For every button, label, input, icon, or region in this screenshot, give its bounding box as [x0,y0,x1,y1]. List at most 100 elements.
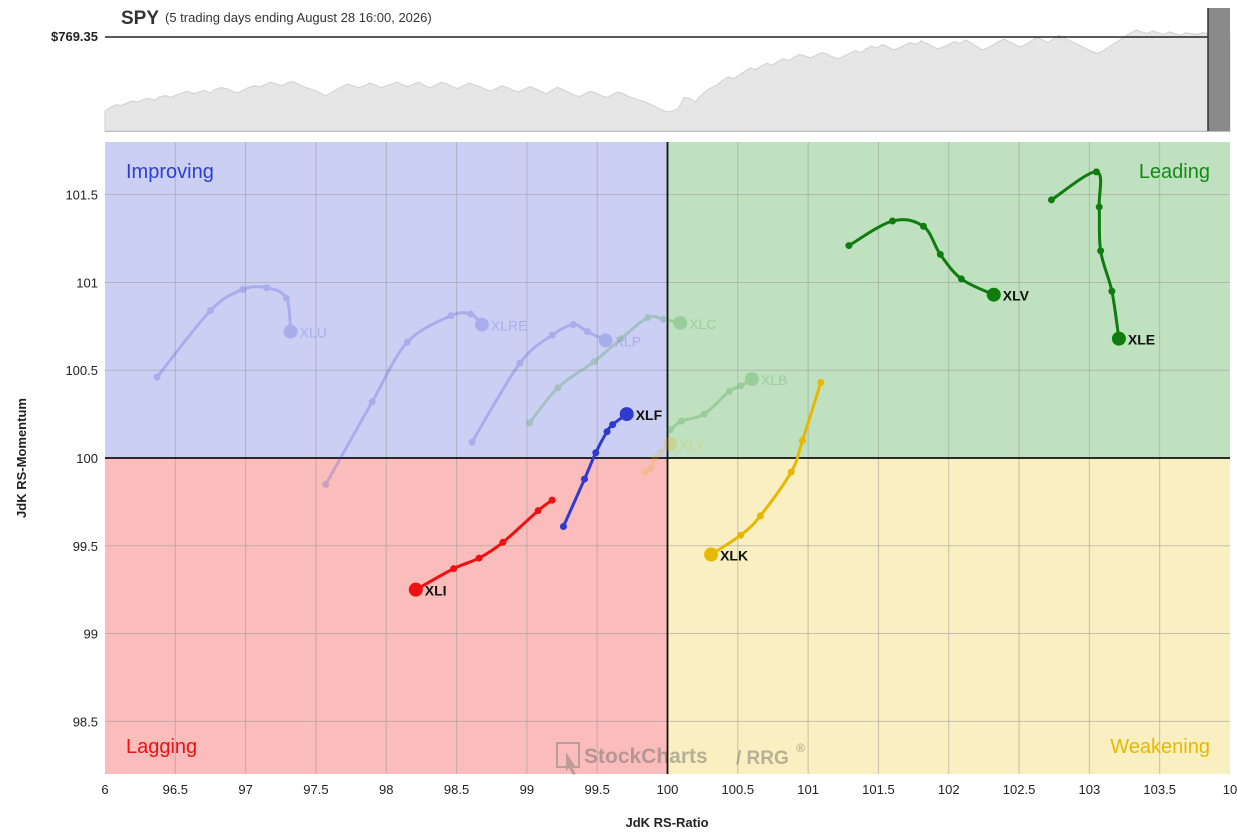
trail-point-xlk [817,379,825,387]
trail-point-xli [534,507,542,515]
trail-point-xlp [516,359,524,367]
y-tick-label: 100 [76,451,98,466]
x-tick-label: 103 [1079,782,1101,797]
rotation-trails: XLU XLRE XLP XLC XLB XLY XLF XLI XLK XLV XLE [153,168,1155,599]
trail-xle[interactable]: XLE [1047,168,1155,348]
y-tick-label: 101 [76,275,98,290]
trail-point-xlc [526,419,534,427]
x-tick-label: 10 [1223,782,1237,797]
trail-point-xle [1092,168,1100,176]
x-tick-label: 98 [379,782,393,797]
trail-xlp[interactable]: XLP [468,321,642,446]
trail-point-xlc [659,315,667,323]
trail-point-xlre [467,310,475,318]
trail-point-xlb [725,387,733,395]
trail-point-xlp [468,438,476,446]
quadrant-label-improving: Improving [126,161,214,183]
trail-label-xlu: XLU [300,325,327,341]
trail-point-xlb [666,426,674,434]
cursor-icon [566,752,577,775]
x-tick-label: 103.5 [1143,782,1176,797]
trail-point-xlc [617,335,625,343]
trail-label-xlf: XLF [636,407,663,423]
trail-label-xlc: XLC [689,316,716,332]
symbol-title: SPY [121,8,159,29]
trail-point-xlre [322,480,330,488]
trail-point-xlk [737,531,745,539]
trail-point-xlk [799,436,806,444]
trail-line-xly [643,442,672,474]
trail-point-xlk [787,468,795,476]
trail-point-xlf [609,421,617,429]
x-tick-label: 102 [938,782,960,797]
trail-point-xlk [756,512,764,520]
trail-label-xlk: XLK [720,548,748,564]
trail-xlre[interactable]: XLRE [322,310,527,488]
trail-point-xli [548,496,556,504]
trail-head-xlc[interactable] [673,315,688,330]
trail-label-xle: XLE [1128,332,1155,348]
price-panel: SPY (5 trading days ending August 28 16:… [51,0,1231,132]
x-tick-label: 100 [657,782,679,797]
x-tick-label: 100.5 [722,782,755,797]
watermark-registered: ® [796,741,805,755]
trail-point-xle [1095,203,1103,211]
trail-point-xlf [592,449,600,457]
x-tick-label: 97.5 [303,782,328,797]
trail-xlf[interactable]: XLF [559,407,663,530]
trail-xlv[interactable]: XLV [845,217,1030,304]
trail-xlu[interactable]: XLU [153,284,327,381]
trail-xlc[interactable]: XLC [526,314,716,427]
trail-head-xle[interactable] [1111,331,1126,346]
trail-head-xlv[interactable] [986,287,1001,302]
trail-point-xlf [603,428,611,436]
x-tick-label: 101 [797,782,819,797]
trail-head-xlre[interactable] [474,317,489,332]
trail-head-xlb[interactable] [744,372,759,386]
trail-point-xlu [206,307,214,315]
trail-point-xli [450,565,458,573]
trail-label-xlb: XLB [761,372,787,388]
period-subtitle: (5 trading days ending August 28 16:00, … [165,10,432,25]
trail-xlk[interactable]: XLK [704,379,825,564]
trail-point-xlv [936,250,944,258]
trail-head-xlf[interactable] [619,407,634,422]
watermark-product: / RRG [736,748,789,769]
trail-label-xli: XLI [425,583,447,599]
trail-point-xlp [583,328,591,336]
trail-point-xlb [700,410,708,418]
trail-head-xlu[interactable] [283,324,298,339]
trail-point-xli [475,554,483,562]
x-tick-label: 99.5 [585,782,610,797]
trail-point-xlp [569,321,577,329]
trail-xly[interactable]: XLY [641,436,706,476]
trail-head-xlk[interactable] [704,547,719,562]
trail-point-xlre [403,338,411,346]
trail-line-xlp [470,323,608,444]
price-label: $769.35 [51,29,98,44]
x-tick-label: 6 [101,782,108,797]
trail-point-xlu [282,294,290,302]
trail-head-xli[interactable] [408,582,423,597]
trail-point-xlre [368,398,376,406]
trail-xlb[interactable]: XLB [666,372,788,434]
trail-point-xle [1097,247,1105,255]
y-tick-label: 101.5 [65,188,98,203]
trail-point-xlu [239,285,247,293]
trail-head-xly[interactable] [663,436,678,451]
stockcharts-watermark: StockCharts / RRG ® [556,741,805,775]
y-tick-label: 98.5 [73,714,98,729]
x-tick-label: 96.5 [163,782,188,797]
watermark-brand: StockCharts [584,745,708,768]
trail-line-xlc [528,314,682,425]
trail-head-xlp[interactable] [598,333,613,348]
trail-point-xle [1047,196,1055,204]
trail-point-xlv [919,222,927,230]
trail-point-xlc [554,384,562,392]
trail-point-xlc [644,314,652,322]
x-tick-label: 101.5 [862,782,895,797]
trail-point-xlf [581,475,589,483]
trail-xli[interactable]: XLI [408,496,556,599]
trail-point-xlre [447,312,455,320]
trail-point-xlb [737,382,745,390]
